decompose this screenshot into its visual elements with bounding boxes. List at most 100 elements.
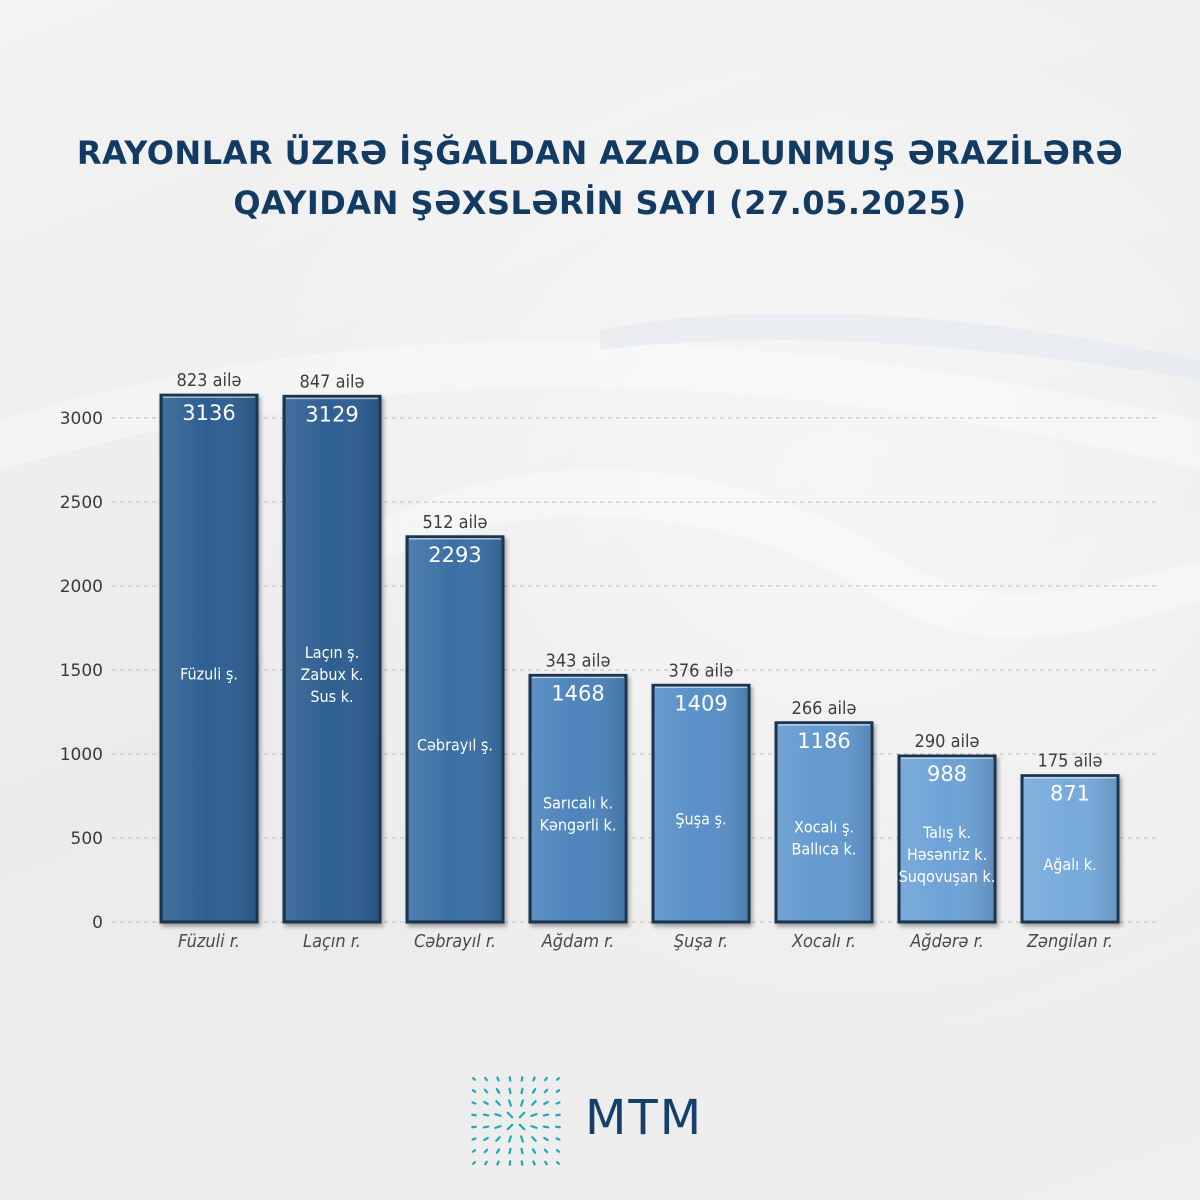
- bar-value-label: 1468: [551, 681, 604, 705]
- logo-dash: [495, 1148, 501, 1154]
- logo-dash: [530, 1125, 538, 1129]
- bar-value-label: 988: [927, 762, 967, 786]
- bar-shine: [778, 724, 870, 920]
- family-count-label: 290 ailə: [915, 731, 980, 752]
- x-category-label: Laçın r.: [303, 931, 361, 952]
- logo-dash: [520, 1087, 524, 1095]
- bar-value-label: 1186: [797, 729, 850, 753]
- x-category-label: Zəngilan r.: [1026, 931, 1113, 952]
- settlement-label: Həsənriz k.: [907, 845, 987, 864]
- logo-dash: [506, 1123, 514, 1131]
- x-category-label: Xocalı r.: [791, 931, 856, 952]
- logo-dash: [531, 1136, 537, 1142]
- logo-dash: [555, 1089, 561, 1093]
- logo-dash: [542, 1125, 550, 1129]
- logo-dash: [471, 1149, 477, 1153]
- title-line-2: QAYIDAN ŞƏXSLƏRİN SAYI (27.05.2025): [233, 184, 967, 222]
- gridlines: [112, 417, 1160, 923]
- logo-dash: [482, 1113, 490, 1117]
- y-tick-label: 1000: [60, 745, 103, 765]
- logo-dash: [555, 1149, 561, 1153]
- logo-dash: [556, 1077, 560, 1081]
- x-category-label: Cəbrayıl r.: [414, 931, 496, 952]
- logo-dash: [556, 1161, 560, 1165]
- logo-dash: [484, 1160, 488, 1166]
- settlement-label: Xocalı ş.: [794, 817, 854, 836]
- logo-dash: [520, 1147, 524, 1155]
- y-tick-label: 1500: [60, 661, 103, 681]
- logo-dash: [508, 1099, 512, 1107]
- mtm-logo-icon: [471, 1076, 561, 1166]
- y-tick-label: 500: [71, 829, 103, 849]
- logo-dash: [555, 1101, 561, 1105]
- bar-value-label: 3129: [305, 402, 358, 426]
- family-count-label: 343 ailə: [546, 650, 611, 671]
- settlement-label: Suqovuşan k.: [899, 867, 996, 886]
- y-tick-label: 0: [92, 913, 103, 933]
- logo-dash: [518, 1111, 526, 1119]
- x-category-label: Füzuli r.: [178, 931, 240, 952]
- settlement-label: Laçın ş.: [305, 643, 360, 662]
- logo-dash: [483, 1100, 489, 1106]
- y-axis: 0 500 1000 1500 2000 2500 3000: [60, 409, 103, 933]
- logo-dash-pattern: [471, 1076, 561, 1166]
- logo-dash: [472, 1077, 476, 1081]
- bar-shine: [286, 398, 378, 920]
- logo-dash: [495, 1136, 501, 1142]
- y-tick-label: 2000: [60, 577, 103, 597]
- y-tick-label: 2500: [60, 493, 103, 513]
- logo-dash: [483, 1136, 489, 1142]
- settlement-label: Sus k.: [310, 687, 353, 706]
- settlement-label: Şuşa ş.: [675, 810, 726, 829]
- family-count-label: 847 ailə: [300, 371, 365, 392]
- logo-dash: [508, 1147, 512, 1155]
- logo-dash: [531, 1088, 537, 1094]
- logo-dash: [495, 1088, 501, 1094]
- labels: 823 ailə 3136 Füzuli ş. Füzuli r. 847 ailə 31…: [177, 370, 1114, 952]
- logo-dash: [471, 1089, 477, 1093]
- logo-dash: [496, 1160, 500, 1166]
- bar-value-label: 2293: [428, 543, 481, 567]
- settlement-label: Ağalı k.: [1043, 855, 1096, 874]
- x-category-label: Ağdam r.: [541, 931, 615, 952]
- logo-dash: [508, 1087, 512, 1095]
- logo-dash: [482, 1125, 490, 1129]
- family-count-label: 823 ailə: [177, 370, 242, 391]
- family-count-label: 376 ailə: [669, 660, 734, 681]
- settlement-label: Talış k.: [922, 823, 971, 842]
- x-category-label: Ağdərə r.: [909, 931, 984, 952]
- logo-dash: [471, 1137, 477, 1141]
- logo-dash: [508, 1135, 512, 1143]
- logo-dash: [471, 1101, 477, 1105]
- settlement-label: Zabux k.: [301, 665, 364, 684]
- bar-shine: [532, 677, 624, 920]
- logo-dash: [484, 1076, 488, 1082]
- bar-shine: [163, 397, 255, 921]
- logo-dash: [544, 1076, 548, 1082]
- bar-shine: [655, 687, 747, 920]
- logo-dash: [506, 1111, 514, 1119]
- logo-dash: [520, 1135, 524, 1143]
- brand-name: MTM: [585, 1090, 704, 1146]
- settlement-label: Kəngərli k.: [540, 816, 617, 835]
- logo-dash: [494, 1125, 502, 1129]
- logo-dash: [544, 1160, 548, 1166]
- logo-dash: [532, 1160, 536, 1166]
- family-count-label: 266 ailə: [792, 698, 857, 719]
- logo-dash: [496, 1076, 500, 1082]
- settlement-label: Füzuli ş.: [180, 665, 238, 684]
- family-count-label: 175 ailə: [1038, 751, 1103, 772]
- logo-dash: [494, 1113, 502, 1117]
- bar-value-label: 3136: [182, 401, 235, 425]
- logo-dash: [472, 1161, 476, 1165]
- bar-value-label: 1409: [674, 691, 727, 715]
- settlement-label: Ballıca k.: [792, 839, 857, 858]
- logo-dash: [542, 1113, 550, 1117]
- y-tick-label: 3000: [60, 409, 103, 429]
- logo-dash: [555, 1137, 561, 1141]
- logo-dash: [531, 1148, 537, 1154]
- logo-dash: [543, 1136, 549, 1142]
- bar-shine: [409, 538, 501, 920]
